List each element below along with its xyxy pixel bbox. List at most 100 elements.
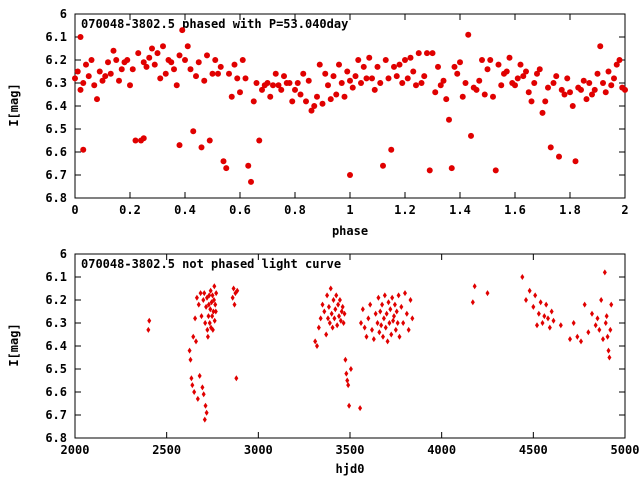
unphased-data-point — [362, 324, 367, 331]
phased-data-point — [380, 162, 386, 169]
phased-data-point — [429, 50, 436, 57]
phased-data-point — [578, 86, 584, 93]
unphased-data-point — [408, 297, 413, 303]
unphased-data-point — [337, 313, 341, 320]
unphased-data-point — [604, 313, 609, 320]
unphased-data-point — [602, 269, 607, 276]
phased-data-point — [443, 96, 450, 103]
phased-data-point — [415, 50, 422, 57]
unphased-data-point — [318, 315, 323, 322]
phased-data-point — [459, 93, 466, 100]
unphased-data-point — [187, 347, 192, 354]
unphased-data-point — [401, 320, 406, 326]
phased-data-point — [245, 162, 252, 169]
phased-data-point — [176, 52, 183, 59]
unphased-data-point — [340, 303, 345, 310]
phased-data-point — [226, 70, 232, 77]
phased-data-point — [479, 57, 485, 63]
phased-data-point — [451, 63, 458, 70]
unphased-data-point — [542, 313, 547, 320]
phased-data-point — [193, 73, 199, 80]
unphased-data-point — [335, 322, 340, 329]
unphased-data-point — [540, 320, 545, 326]
unphased-data-point — [345, 377, 350, 384]
phased-data-point — [96, 68, 103, 75]
phased-data-point — [531, 80, 538, 86]
phased-data-point — [481, 91, 488, 98]
unphased-data-point — [387, 320, 392, 326]
unphased-data-point — [406, 326, 411, 333]
phased-data-point — [264, 80, 271, 86]
unphased-data-point — [601, 336, 605, 343]
phased-data-point — [583, 96, 590, 103]
phased-data-point — [569, 103, 576, 109]
unphased-data-point — [571, 320, 576, 326]
unphased-data-point — [196, 301, 201, 308]
phased-data-point — [228, 93, 235, 100]
phased-data-point — [275, 82, 282, 89]
phased-data-point — [586, 80, 593, 86]
phased-data-point — [107, 70, 114, 77]
phased-data-point — [72, 75, 78, 82]
phased-data-point — [330, 73, 337, 80]
phased-data-point — [396, 61, 403, 68]
unphased-data-point — [485, 290, 490, 297]
unphased-data-point — [389, 331, 394, 338]
unphased-data-point — [397, 333, 402, 340]
phased-x-axis-title: phase — [332, 224, 368, 238]
phased-data-point — [110, 47, 117, 54]
phased-data-point — [303, 98, 309, 105]
unphased-y-tick-label: 6 — [60, 247, 67, 261]
phased-data-point — [561, 91, 568, 98]
unphased-data-point — [544, 301, 549, 308]
unphased-data-point — [399, 303, 404, 310]
unphased-data-point — [381, 333, 385, 340]
unphased-data-point — [551, 317, 556, 324]
phased-y-tick-label: 6.3 — [45, 76, 67, 90]
phased-data-point — [74, 68, 81, 75]
phased-data-point — [212, 57, 219, 63]
unphased-data-point — [336, 301, 341, 308]
unphased-data-point — [202, 290, 207, 297]
phased-data-point — [223, 165, 230, 172]
unphased-data-point — [213, 301, 218, 308]
phased-data-point — [344, 68, 351, 75]
phased-data-point — [448, 165, 455, 172]
unphased-data-point — [316, 324, 321, 331]
unphased-data-point — [538, 299, 543, 306]
phased-data-point — [338, 80, 345, 86]
unphased-y-axis-title: I[mag] — [7, 323, 21, 366]
phased-data-point — [206, 137, 213, 144]
phased-data-point — [234, 75, 241, 82]
phased-data-point — [327, 96, 334, 103]
unphased-data-point — [531, 303, 536, 310]
unphased-data-point — [210, 326, 215, 333]
phased-data-point — [600, 80, 606, 86]
phased-data-point — [545, 84, 551, 91]
phased-data-point — [418, 80, 425, 86]
phased-data-point — [404, 75, 411, 82]
phased-data-point — [209, 70, 216, 77]
phased-data-point — [503, 68, 510, 75]
phased-data-point — [457, 59, 463, 66]
phased-x-tick-label: 1.4 — [449, 203, 471, 217]
phased-data-point — [462, 80, 469, 86]
phased-data-point — [608, 82, 615, 89]
phased-data-point — [289, 98, 296, 105]
phased-data-point — [542, 98, 549, 105]
phased-data-point — [567, 89, 573, 96]
unphased-x-tick-label: 4000 — [427, 443, 456, 457]
unphased-data-point — [344, 370, 349, 377]
unphased-data-point — [203, 320, 208, 326]
phased-data-point — [523, 68, 529, 75]
phased-data-point — [220, 158, 227, 165]
phased-x-tick-label: 1.8 — [559, 203, 581, 217]
phased-data-point — [91, 82, 98, 89]
phased-data-point — [556, 153, 562, 160]
phased-data-point — [151, 61, 158, 68]
phased-data-point — [465, 31, 472, 38]
phased-data-point — [402, 57, 408, 63]
phased-data-point — [173, 82, 180, 89]
unphased-data-point — [347, 402, 352, 409]
phased-data-point — [217, 63, 224, 70]
